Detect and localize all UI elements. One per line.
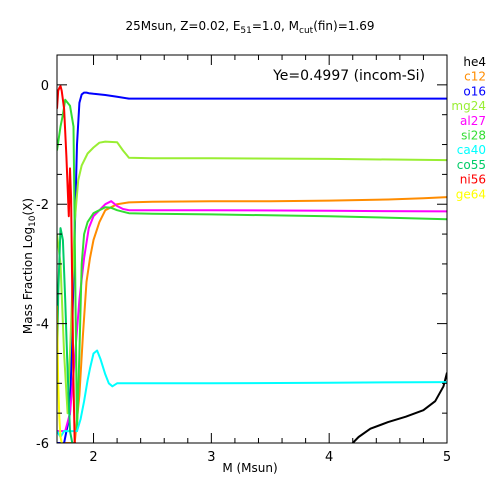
plot-frame bbox=[56, 54, 448, 444]
x-tick-label: 5 bbox=[443, 450, 451, 465]
legend-entry-he4: he4 bbox=[463, 55, 486, 69]
series-line-ni56 bbox=[57, 85, 76, 443]
series-line-co55 bbox=[57, 227, 74, 443]
legend-entry-al27: al27 bbox=[460, 114, 486, 128]
series-line-si28 bbox=[57, 98, 447, 433]
series-line-mg24 bbox=[57, 140, 447, 415]
x-axis-label: M (Msun) bbox=[222, 461, 277, 475]
series-line-c12 bbox=[57, 196, 447, 443]
y-tick-label: -6 bbox=[36, 437, 49, 452]
series-line-ca40 bbox=[57, 349, 447, 438]
legend-entry-ge64: ge64 bbox=[456, 187, 486, 201]
legend-entry-mg24: mg24 bbox=[451, 99, 486, 113]
legend-entry-c12: c12 bbox=[464, 70, 486, 84]
y-axis-label: Mass Fraction Log10(X) bbox=[21, 198, 38, 334]
legend-entry-ni56: ni56 bbox=[460, 173, 486, 187]
x-tick-label: 4 bbox=[325, 450, 333, 465]
y-tick-label: 0 bbox=[41, 79, 49, 94]
x-tick-label: 3 bbox=[207, 450, 215, 465]
series-layer bbox=[57, 85, 447, 443]
y-tick-label: -4 bbox=[36, 318, 49, 333]
series-line-o16 bbox=[57, 91, 447, 443]
x-tick-label: 2 bbox=[89, 450, 97, 465]
ye-annotation: Ye=0.4997 (incom-Si) bbox=[272, 68, 425, 84]
series-line-al27 bbox=[57, 200, 447, 433]
axis-layer: 2 3 4 5 0 -2 -4 -6 bbox=[36, 54, 451, 465]
legend-entry-ca40: ca40 bbox=[457, 143, 486, 157]
series-line-he4 bbox=[351, 372, 447, 443]
series-line-ge64 bbox=[57, 305, 63, 443]
y-tick-label: -2 bbox=[36, 198, 49, 213]
legend-entry-co55: co55 bbox=[457, 158, 486, 172]
chart-title: 25Msun, Z=0.02, E51=1.0, Mcut(fin)=1.69 bbox=[126, 19, 375, 36]
legend-entry-o16: o16 bbox=[463, 84, 486, 98]
legend-entry-si28: si28 bbox=[461, 129, 486, 143]
